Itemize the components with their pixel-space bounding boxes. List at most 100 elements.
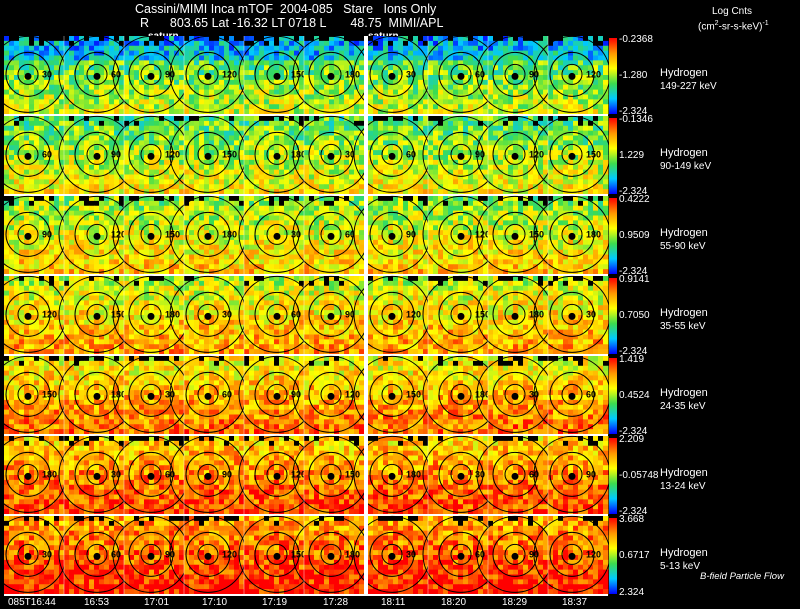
contour-label: 120 [529,149,544,159]
contour-label: 120 [42,309,57,319]
channel-panel-2: 60 90 120 150 180 30 60 90 120 150 [0,115,611,196]
contour-label: 180 [222,229,237,239]
contour-label: 60 [291,309,301,319]
contour-label: 180 [111,389,126,399]
block-separator [364,36,368,596]
colorbar-4 [609,278,617,354]
contour-label: 30 [111,469,121,479]
contour-label: 90 [406,229,416,239]
colorbar-min-label: -2.324 [619,186,648,197]
colorbar-7 [609,518,617,594]
contour-label: 180 [291,149,306,159]
colorbar-min-label: -2.324 [619,266,648,277]
contour-label: 90 [586,469,596,479]
contour-label: 180 [475,389,490,399]
contour-label: 30 [406,69,416,79]
colorbar-max-label: -0.1346 [619,114,653,125]
contour-label: 90 [475,149,485,159]
contour-label: 180 [529,309,544,319]
contour-label: 30 [291,229,301,239]
colorbar-mid-label: 0.7050 [619,310,650,321]
contour-label: 90 [42,229,52,239]
colorbar-title: Log Cnts [712,6,753,17]
contour-label: 120 [111,229,126,239]
channel-panel-7: 30 60 90 120 150 180 30 60 90 120 [0,515,611,596]
contour-label: 120 [406,309,421,319]
contour-label: 30 [345,149,355,159]
channel-label-7: Hydrogen 5-13 keV [660,547,708,572]
channel-label-2: Hydrogen 90-149 keV [660,147,712,172]
contour-label: 150 [111,309,126,319]
time-label: 17:28 [323,597,349,608]
plot-title: Cassini/MIMI Inca mTOF 2004-085 Stare Io… [135,2,437,16]
time-label: 18:29 [502,597,528,608]
contour-label: 30 [586,309,596,319]
contour-label: 60 [475,69,485,79]
colorbar-mid-label: 0.6717 [619,550,650,561]
colorbar-max-label: 1.419 [619,354,645,365]
colorbar-min-label: -2.324 [619,346,648,357]
channel-label-3: Hydrogen 55-90 keV [660,227,708,252]
colorbar-min-label: -2.324 [619,506,648,517]
contour-label: 60 [345,229,355,239]
contour-label: 60 [222,389,232,399]
contour-label: 150 [165,229,180,239]
time-label: 17:19 [262,597,288,608]
plot-subtitle: R 803.65 Lat -16.32 LT 0718 L 48.75 MIMI… [140,16,444,30]
channel-panel-1: 30 60 90 120 150 180 30 60 90 120 [0,35,611,116]
colorbar-max-label: 0.9141 [619,274,650,285]
colorbar-units: (cm2-sr-s-keV)-1 [698,20,769,33]
colorbar-max-label: 3.668 [619,514,645,525]
channel-label-5: Hydrogen 24-35 keV [660,387,708,412]
contour-label: 180 [42,469,57,479]
contour-label: 150 [345,469,360,479]
contour-label: 150 [291,69,306,79]
contour-label: 30 [42,69,52,79]
contour-label: 60 [586,389,596,399]
contour-label: 90 [345,309,355,319]
contour-label: 60 [42,149,52,159]
colorbar-max-label: 0.4222 [619,194,650,205]
contour-label: 120 [586,69,601,79]
colorbar-min-label: -2.324 [619,426,648,437]
colorbar-3 [609,198,617,274]
colorbar-1 [609,38,617,114]
time-label: 17:10 [202,597,228,608]
contour-label: 120 [586,549,601,559]
colorbar-max-label: 2.209 [619,434,645,445]
contour-label: 120 [345,389,360,399]
contour-label: 60 [111,69,121,79]
channel-panel-6: 180 30 60 90 120 150 180 30 60 90 [0,435,611,516]
contour-label: 180 [165,309,180,319]
contour-label: 180 [345,69,360,79]
colorbar-mid-label: 0.4524 [619,390,650,401]
contour-label: 150 [291,549,306,559]
contour-label: 150 [42,389,57,399]
colorbar-min-label: -2.324 [619,106,648,117]
channel-panel-3: 90 120 150 180 30 60 90 120 150 180 [0,195,611,276]
contour-label: 90 [111,149,121,159]
time-label: 16:53 [84,597,110,608]
contour-label: 150 [222,149,237,159]
channel-label-4: Hydrogen 35-55 keV [660,307,708,332]
contour-label: 60 [406,149,416,159]
contour-label: 150 [406,389,421,399]
contour-label: 180 [345,549,360,559]
contour-label: 30 [42,549,52,559]
contour-label: 60 [475,549,485,559]
colorbar-5 [609,358,617,434]
contour-label: 120 [165,149,180,159]
contour-label: 90 [291,389,301,399]
contour-label: 180 [586,229,601,239]
colorbar-max-label: -0.2368 [619,34,653,45]
contour-label: 30 [222,309,232,319]
contour-label: 120 [222,69,237,79]
channel-panel-4: 120 150 180 30 60 90 120 150 180 30 [0,275,611,356]
contour-label: 150 [586,149,601,159]
footer-label: B-field Particle Flow [700,571,784,582]
colorbar-mid-label: 1.229 [619,150,645,161]
contour-label: 30 [406,549,416,559]
colorbar-mid-label: 0.9509 [619,230,650,241]
contour-label: 90 [222,469,232,479]
